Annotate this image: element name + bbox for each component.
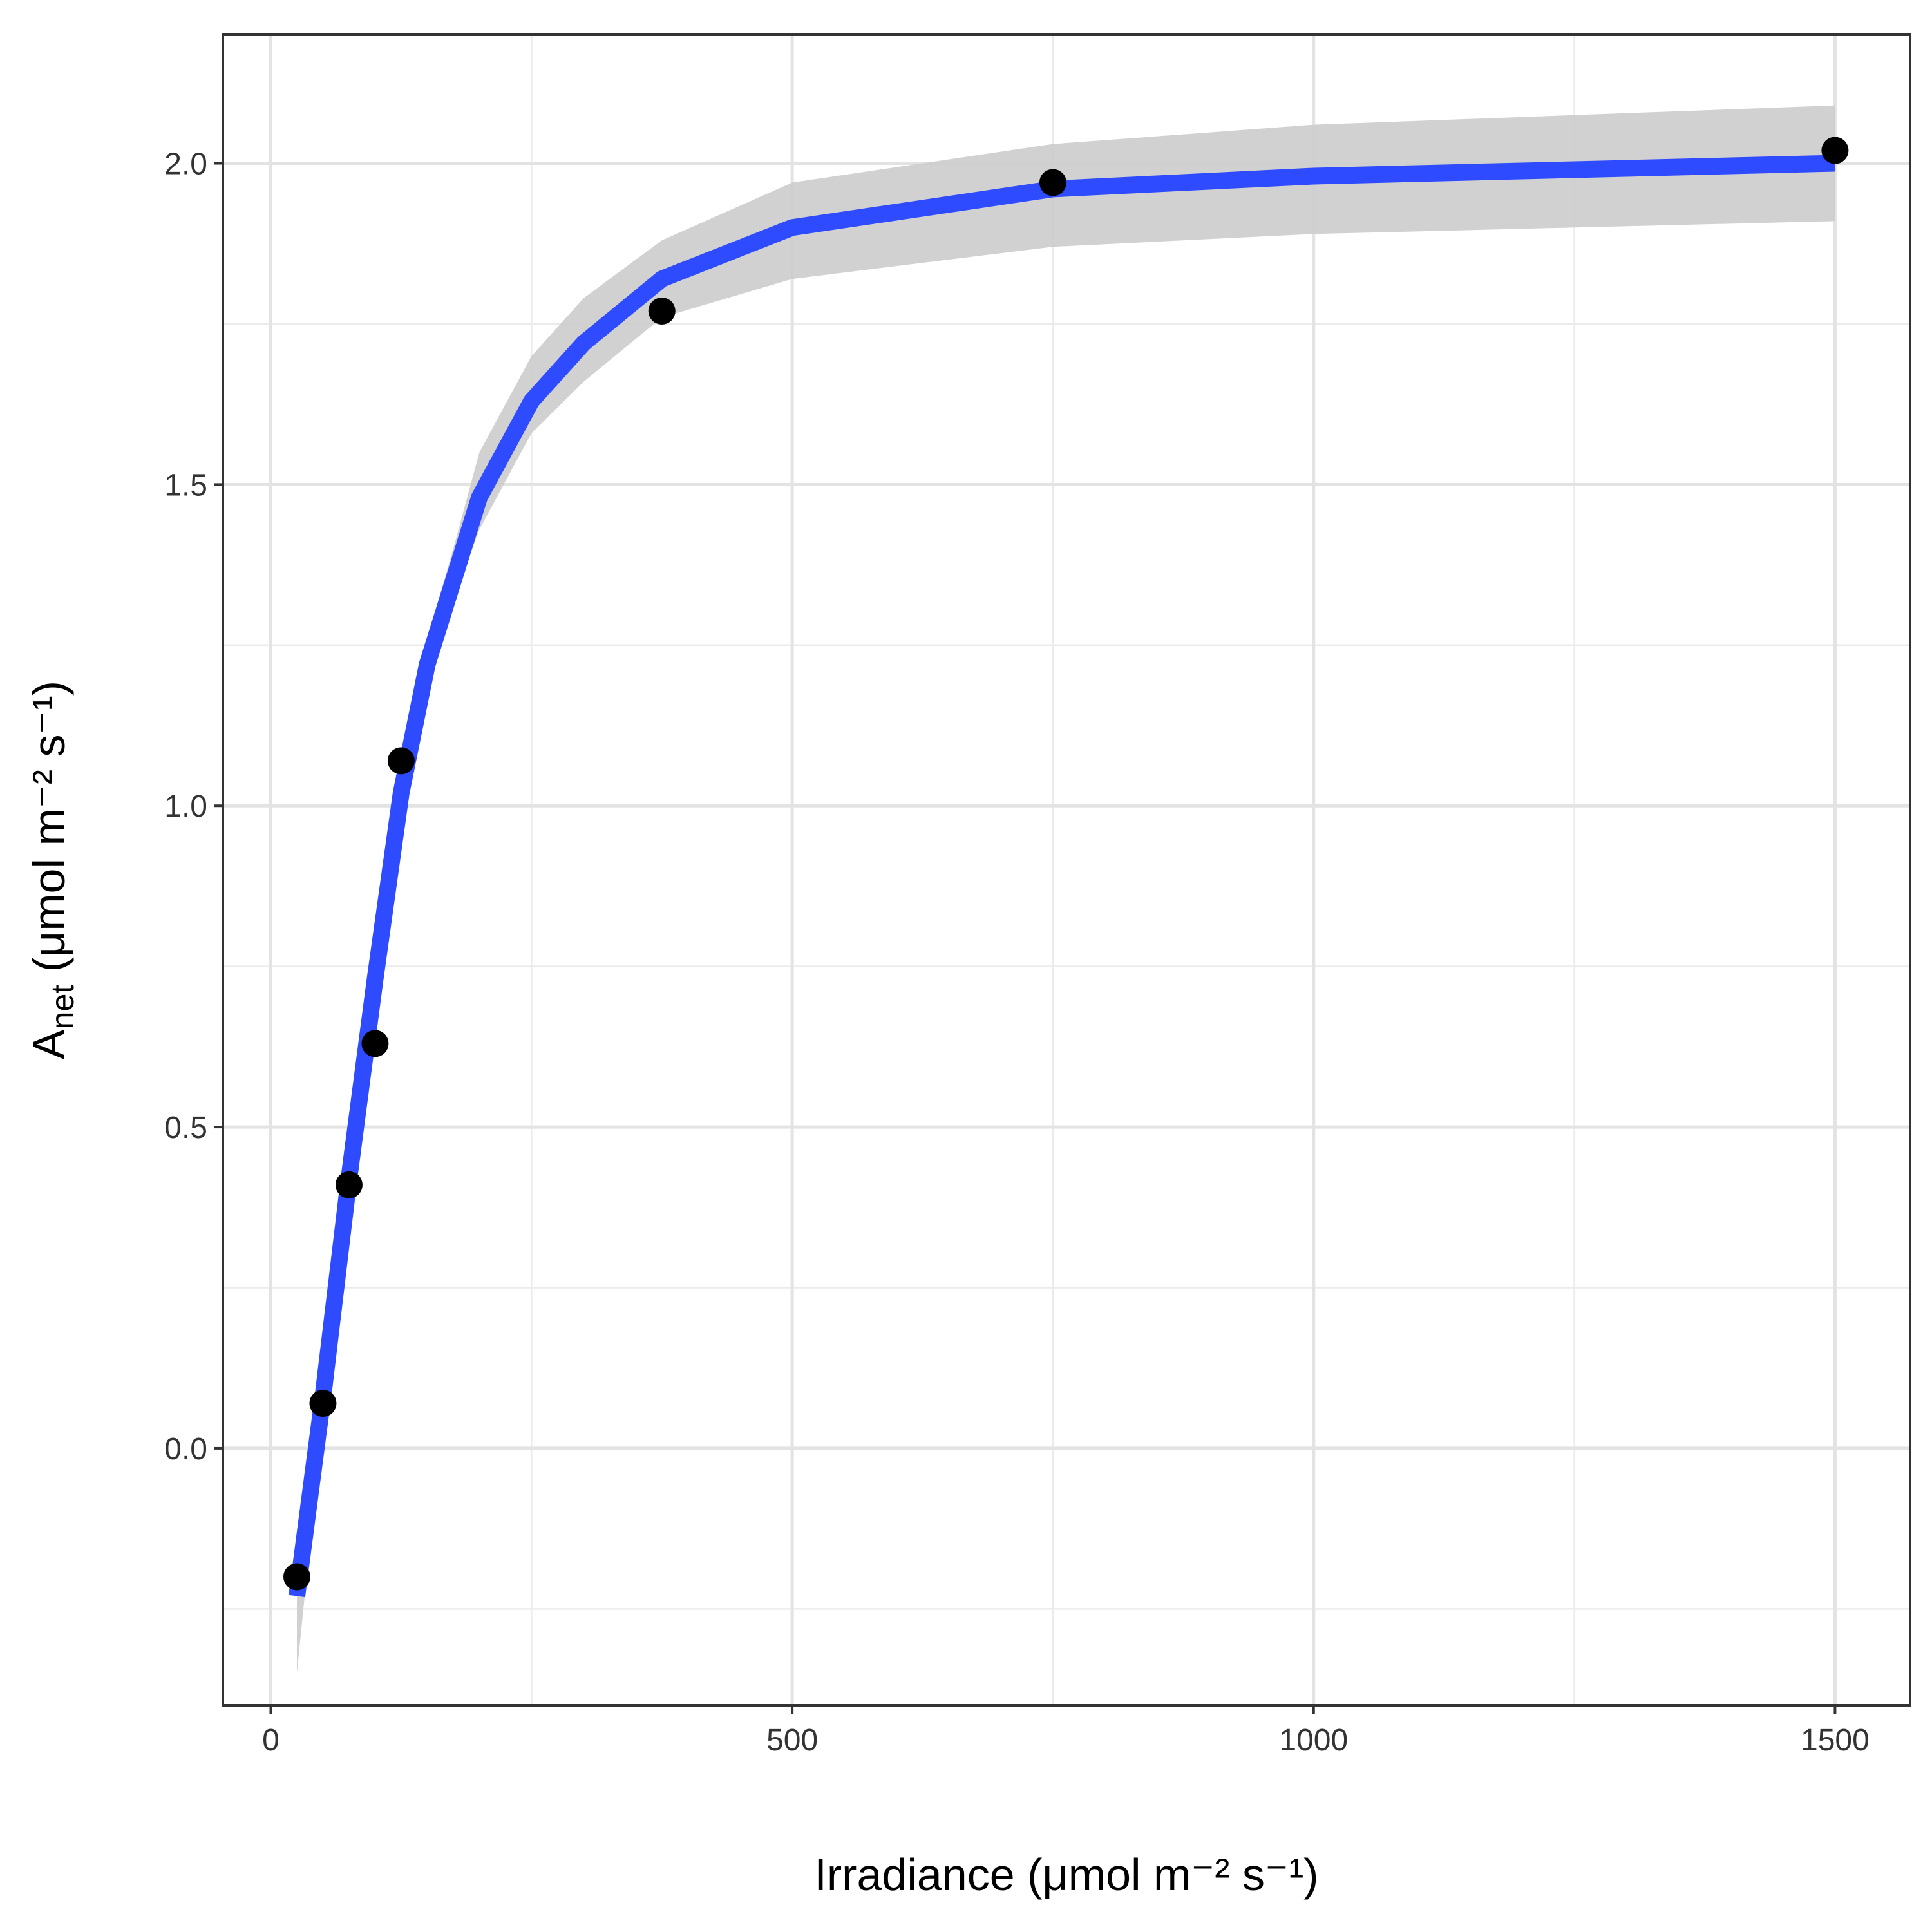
fit-line [289, 155, 1835, 1598]
point [309, 1390, 337, 1417]
x-tick-label: 1500 [1801, 1723, 1870, 1757]
x-tick-label: 500 [766, 1723, 818, 1757]
x-tick-label: 1000 [1279, 1723, 1348, 1757]
x-tick-label: 0 [262, 1723, 279, 1757]
point [648, 298, 676, 325]
y-tick-label: 0.0 [164, 1432, 207, 1466]
y-tick-label: 0.5 [164, 1111, 207, 1145]
panel-border [222, 33, 1911, 1707]
y-axis-title-rest: (μmol m⁻² s⁻¹) [24, 681, 74, 985]
y-tick-label: 1.5 [164, 468, 207, 502]
y-axis-title: Anet (μmol m⁻² s⁻¹) [24, 681, 80, 1059]
point [361, 1030, 389, 1057]
point [387, 747, 415, 775]
point [283, 1563, 310, 1591]
point [1039, 169, 1066, 196]
y-axis-title-main: A [24, 1029, 74, 1059]
x-axis-title: Irradiance (μmol m⁻² s⁻¹) [814, 1850, 1318, 1900]
point [1821, 137, 1849, 164]
y-tick-label: 2.0 [164, 147, 207, 182]
y-axis-title-sub: net [44, 985, 80, 1030]
point [335, 1171, 363, 1198]
y-tick-label: 1.0 [164, 790, 207, 824]
